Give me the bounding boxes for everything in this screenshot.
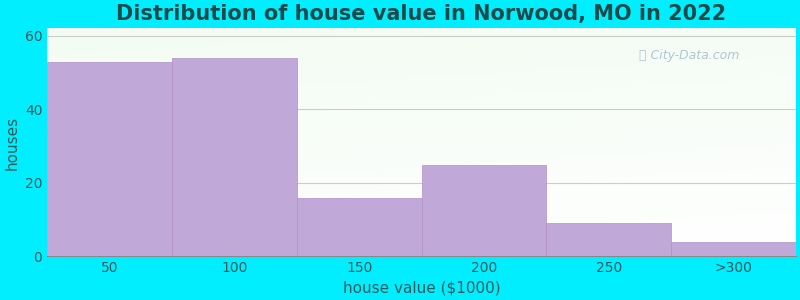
X-axis label: house value ($1000): house value ($1000) — [342, 281, 500, 296]
Bar — [297, 198, 422, 256]
Bar — [671, 242, 796, 256]
Bar — [172, 58, 297, 256]
Y-axis label: houses: houses — [4, 116, 19, 169]
Bar — [546, 223, 671, 256]
Bar — [47, 61, 172, 256]
Title: Distribution of house value in Norwood, MO in 2022: Distribution of house value in Norwood, … — [117, 4, 726, 24]
Bar — [422, 164, 546, 256]
Text: ⓘ City-Data.com: ⓘ City-Data.com — [638, 49, 739, 62]
